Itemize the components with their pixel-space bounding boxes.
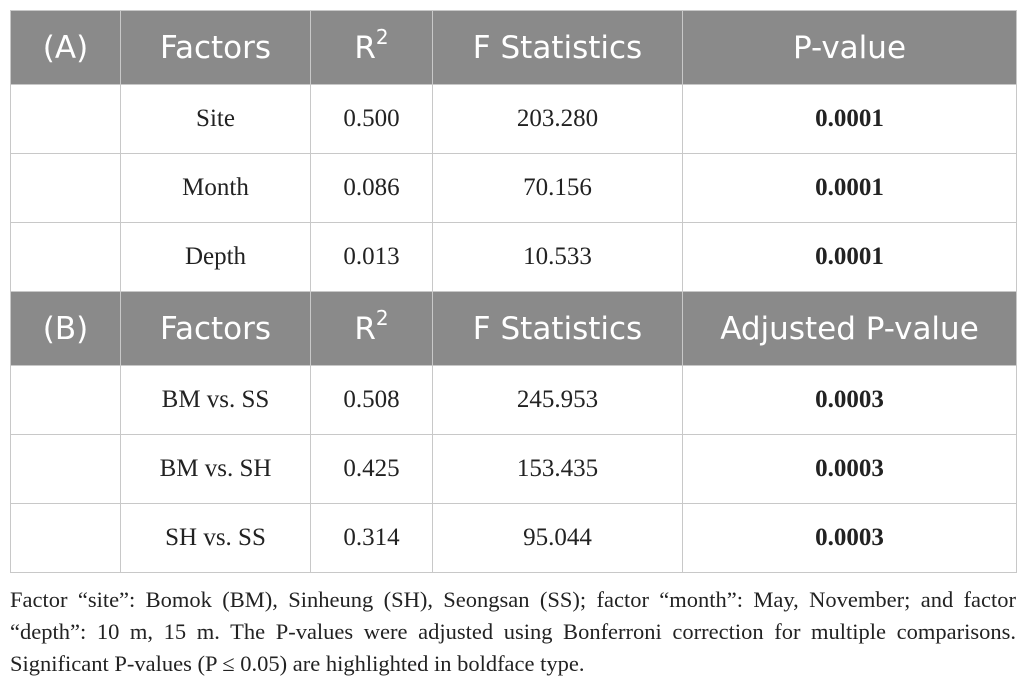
empty-cell: [10, 434, 121, 504]
section-label: (A): [10, 10, 121, 85]
cell: 0.314: [310, 503, 433, 573]
cell: 0.0003: [682, 503, 1017, 573]
header-cell: P-value: [682, 10, 1017, 85]
header-cell: R2: [310, 10, 433, 85]
empty-cell: [10, 503, 121, 573]
empty-cell: [10, 153, 121, 223]
header-cell: Factors: [120, 291, 311, 366]
cell: 0.0001: [682, 153, 1017, 223]
superscript: 2: [375, 24, 389, 49]
empty-cell: [10, 84, 121, 154]
footnote: Factor “site”: Bomok (BM), Sinheung (SH)…: [10, 587, 1016, 676]
cell: 203.280: [432, 84, 683, 154]
superscript: 2: [375, 305, 389, 330]
table: (A) Factors R2 F Statistics P-value Site 0.500…: [10, 10, 1017, 573]
cell: 10.533: [432, 222, 683, 292]
header-text: R: [354, 310, 376, 347]
cell: 0.0003: [682, 365, 1017, 435]
cell: SH vs. SS: [120, 503, 311, 573]
cell: BM vs. SS: [120, 365, 311, 435]
data-row: BM vs. SS 0.508 245.953 0.0003: [10, 365, 1017, 435]
empty-cell: [10, 365, 121, 435]
cell: 0.0003: [682, 434, 1017, 504]
data-row: SH vs. SS 0.314 95.044 0.0003: [10, 503, 1017, 573]
data-row: Depth 0.013 10.533 0.0001: [10, 222, 1017, 292]
header-row: (A) Factors R2 F Statistics P-value: [10, 10, 1017, 85]
data-row: BM vs. SH 0.425 153.435 0.0003: [10, 434, 1017, 504]
header-cell: R2: [310, 291, 433, 366]
cell: 95.044: [432, 503, 683, 573]
data-row: Month 0.086 70.156 0.0001: [10, 153, 1017, 223]
cell: 245.953: [432, 365, 683, 435]
cell: Site: [120, 84, 311, 154]
cell: 0.500: [310, 84, 433, 154]
cell: Month: [120, 153, 311, 223]
cell: 0.508: [310, 365, 433, 435]
header-text: R: [354, 29, 376, 66]
cell: 0.013: [310, 222, 433, 292]
cell: 0.425: [310, 434, 433, 504]
cell: 0.0001: [682, 84, 1017, 154]
cell: 0.0001: [682, 222, 1017, 292]
header-cell: F Statistics: [432, 291, 683, 366]
cell: 0.086: [310, 153, 433, 223]
cell: 70.156: [432, 153, 683, 223]
section-label: (B): [10, 291, 121, 366]
header-cell: Adjusted P-value: [682, 291, 1017, 366]
cell: 153.435: [432, 434, 683, 504]
cell: Depth: [120, 222, 311, 292]
data-row: Site 0.500 203.280 0.0001: [10, 84, 1017, 154]
header-row: (B) Factors R2 F Statistics Adjusted P-value: [10, 291, 1017, 366]
header-cell: Factors: [120, 10, 311, 85]
cell: BM vs. SH: [120, 434, 311, 504]
header-cell: F Statistics: [432, 10, 683, 85]
empty-cell: [10, 222, 121, 292]
